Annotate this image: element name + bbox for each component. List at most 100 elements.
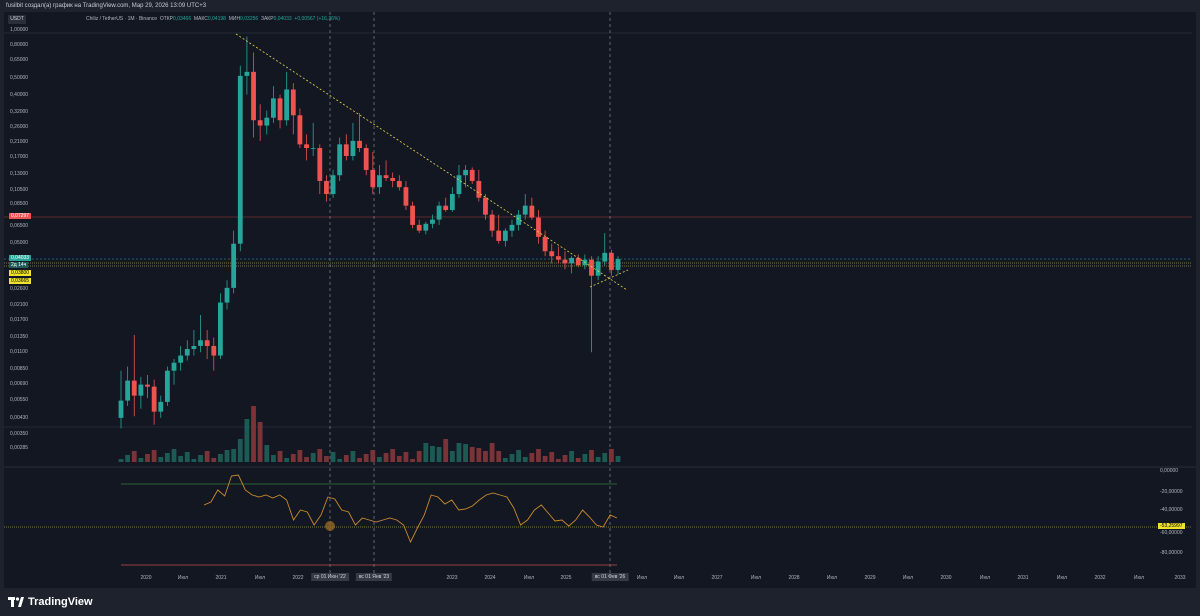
price-axis-tick: 0,40000 — [10, 92, 29, 98]
time-axis-tick: 2025 — [560, 575, 572, 581]
yellow-level-label-1: 0,03800 — [9, 270, 32, 276]
volume-bar — [343, 455, 349, 462]
volume-bar — [317, 449, 323, 462]
time-axis-tick: Июл — [636, 575, 648, 581]
candle-body — [304, 144, 309, 149]
volume-bar — [310, 453, 316, 462]
volume-bar — [191, 459, 197, 462]
volume-bar — [476, 448, 482, 462]
oscillator-line — [203, 474, 618, 544]
current-price-label: 0,04033 — [9, 255, 32, 261]
volume-bar — [502, 458, 508, 462]
volume-bar — [555, 459, 561, 462]
candle-body — [310, 148, 316, 149]
time-axis-tick: Июл — [1056, 575, 1068, 581]
candle-body — [357, 140, 362, 149]
volume-bar — [284, 458, 290, 462]
chart-area[interactable] — [4, 12, 1196, 588]
chart-canvas[interactable] — [4, 12, 1196, 588]
volume-bar — [608, 449, 614, 462]
volume-bar — [297, 450, 303, 462]
tradingview-icon — [8, 597, 24, 607]
time-axis-tick: 2022 — [292, 575, 304, 581]
volume-bar — [171, 449, 177, 462]
volume-bar — [350, 451, 356, 462]
legend-close: 0,04033 — [273, 16, 292, 22]
time-axis-tick: 2021 — [215, 575, 227, 581]
candle-body — [158, 401, 164, 412]
volume-bar — [257, 422, 263, 462]
price-axis-tick: 0,00850 — [10, 366, 29, 372]
volume-bar — [231, 449, 237, 462]
candle-body — [502, 230, 508, 241]
volume-bar — [396, 456, 402, 462]
price-axis-tick: 0,00690 — [10, 381, 29, 387]
candle-body — [569, 257, 575, 264]
time-axis-tick: 2028 — [788, 575, 800, 581]
time-axis-tick: Июл — [254, 575, 266, 581]
legend-low-label: МИН — [228, 16, 241, 22]
volume-bar — [403, 452, 409, 462]
volume-bar — [430, 446, 435, 462]
price-axis-tick: 0,21000 — [10, 139, 29, 145]
tradingview-logo[interactable]: TradingView — [8, 596, 93, 608]
candle-body — [403, 187, 409, 206]
candle-body — [343, 144, 349, 156]
candle-body — [324, 180, 329, 195]
candle-body — [277, 98, 283, 121]
candle-body — [449, 194, 455, 211]
volume-bar — [469, 447, 475, 462]
volume-bar — [204, 451, 210, 462]
volume-bar — [357, 458, 362, 462]
candle-body — [363, 148, 369, 170]
time-axis-tick: Июл — [1133, 575, 1145, 581]
candle-body — [555, 256, 561, 260]
symbol-legend[interactable]: Chiliz / TetherUS · 1М · Binance ОТКР0,0… — [86, 16, 340, 22]
volume-bar — [330, 452, 336, 462]
volume-bar — [244, 419, 250, 462]
volume-bar — [131, 451, 137, 462]
volume-bar — [184, 452, 190, 462]
time-axis-tick: 2030 — [940, 575, 952, 581]
volume-bar — [522, 457, 528, 462]
volume-bar — [549, 452, 555, 462]
candle-body — [337, 144, 343, 176]
candle-body — [330, 175, 336, 195]
volume-bar — [178, 456, 184, 462]
volume-bar — [496, 451, 502, 462]
time-axis-tick: 2031 — [1017, 575, 1029, 581]
candle-body — [145, 384, 150, 387]
volume-bar — [562, 455, 568, 462]
candle-body — [198, 340, 203, 346]
candle-body — [131, 380, 137, 396]
indicator-axis-tick: -20,00000 — [1160, 489, 1183, 495]
chart-attribution: fusilbit создал(а) график на TradingView… — [0, 0, 1200, 12]
legend-open-label: ОТКР — [159, 16, 174, 22]
red-level-label: 0,07297 — [9, 213, 32, 219]
candle-body — [350, 140, 356, 156]
time-axis-highlight: вс 01 Фев '26 — [591, 573, 629, 581]
price-axis-tick: 0,02100 — [10, 302, 29, 308]
volume-bar — [290, 454, 296, 462]
candle-body — [317, 148, 323, 181]
volume-bar — [138, 458, 144, 462]
volume-bar — [443, 439, 449, 462]
candle-body — [264, 117, 270, 126]
currency-badge[interactable]: USDT — [8, 15, 26, 24]
candle-body — [257, 120, 263, 126]
candle-body — [370, 169, 376, 188]
volume-bar — [337, 459, 343, 462]
tradingview-wordmark: TradingView — [28, 596, 93, 608]
volume-bar — [569, 451, 575, 462]
time-axis-tick: Июл — [750, 575, 762, 581]
time-axis-tick: 2033 — [1174, 575, 1186, 581]
candle-body — [430, 219, 435, 224]
oscillator-marker — [325, 521, 335, 531]
candle-body — [595, 261, 601, 276]
price-axis-tick: 1,00000 — [10, 27, 29, 33]
volume-bar — [370, 450, 376, 462]
volume-bar — [277, 451, 283, 462]
volume-bar — [218, 454, 223, 462]
volume-bar — [489, 443, 495, 462]
legend-change: +0,00567 (+16,36%) — [294, 16, 341, 22]
